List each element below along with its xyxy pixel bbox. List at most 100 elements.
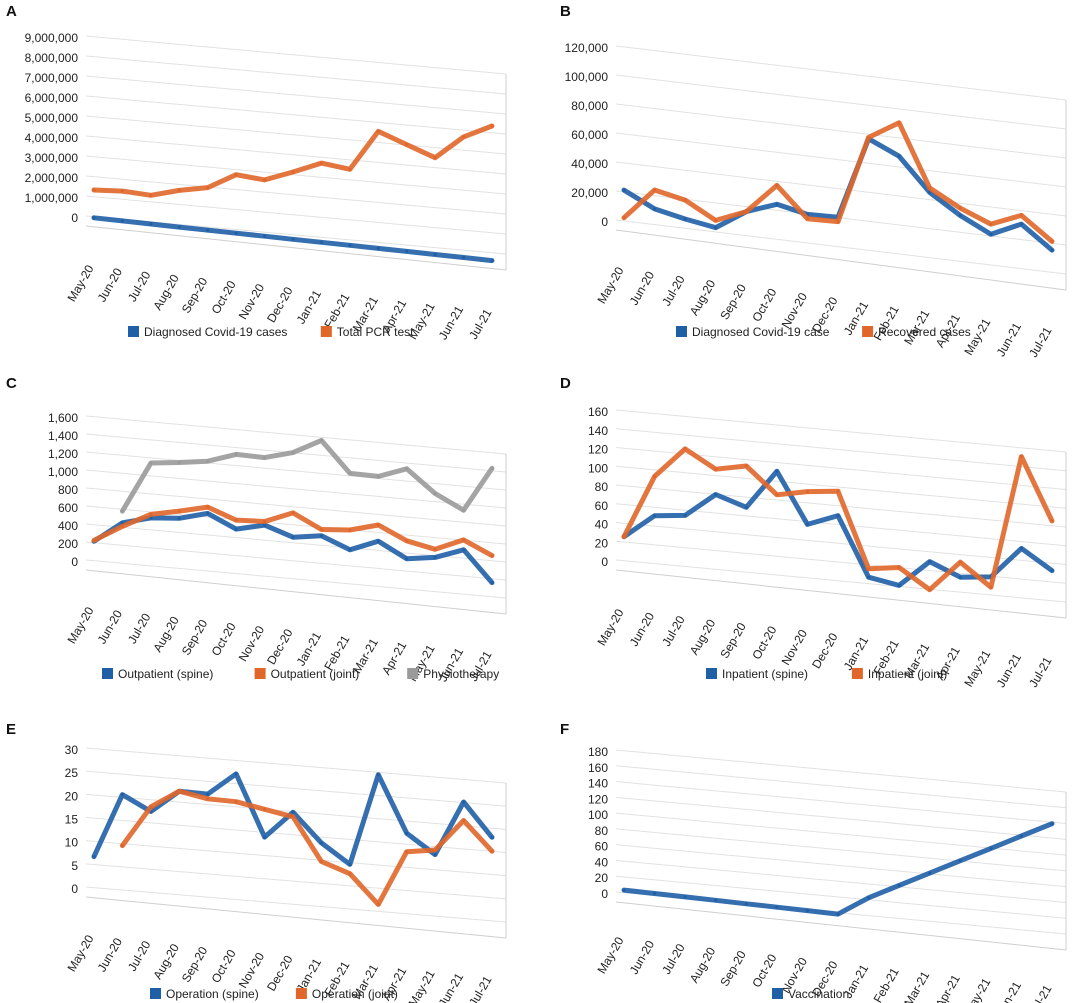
data-point bbox=[120, 793, 124, 797]
gridline bbox=[615, 409, 1067, 453]
data-point bbox=[263, 523, 267, 527]
y-tick-label: 140 bbox=[588, 777, 608, 791]
data-point bbox=[433, 547, 437, 551]
y-tick-label: 20,000 bbox=[571, 186, 608, 200]
x-tick-label: Jun-20 bbox=[95, 935, 126, 974]
y-tick-label: 9,000,000 bbox=[25, 31, 79, 45]
data-point bbox=[291, 815, 295, 819]
data-point bbox=[867, 575, 871, 579]
y-tick-label: 1,200 bbox=[48, 447, 78, 461]
x-axis-line bbox=[85, 896, 507, 939]
data-point bbox=[348, 243, 352, 247]
x-tick-label: Jun-21 bbox=[994, 320, 1025, 359]
data-point bbox=[1019, 222, 1024, 226]
legend-swatch bbox=[407, 668, 419, 679]
data-point bbox=[291, 170, 295, 174]
gridline bbox=[85, 415, 507, 455]
legend-swatch bbox=[676, 326, 687, 337]
data-point bbox=[462, 548, 466, 552]
data-point bbox=[206, 505, 210, 509]
data-point bbox=[177, 225, 181, 229]
data-point bbox=[1019, 213, 1024, 217]
gridline bbox=[615, 559, 1067, 603]
data-point bbox=[744, 902, 748, 906]
x-tick-label: Jun-21 bbox=[436, 970, 467, 1003]
y-tick-label: 120 bbox=[588, 792, 608, 806]
legend-label: Inpatient (spine) bbox=[722, 667, 808, 681]
y-tick-label: 40 bbox=[595, 518, 609, 532]
y-tick-label: 6,000,000 bbox=[25, 91, 79, 105]
data-point bbox=[490, 466, 494, 470]
x-tick-label: May-20 bbox=[64, 604, 96, 646]
x-tick-label: Jul-21 bbox=[1026, 982, 1055, 1003]
x-tick-label: Jan-21 bbox=[294, 287, 325, 326]
data-point bbox=[1050, 239, 1054, 243]
data-point bbox=[928, 871, 932, 875]
x-tick-label: Sep-20 bbox=[717, 948, 749, 989]
x-tick-label: Nov-20 bbox=[779, 627, 811, 668]
y-tick-label: 20 bbox=[65, 789, 79, 803]
x-axis-line bbox=[85, 569, 507, 615]
x-tick-label: Aug-20 bbox=[687, 277, 719, 318]
data-point bbox=[348, 471, 352, 475]
data-point bbox=[958, 206, 962, 210]
data-point bbox=[433, 555, 437, 560]
legend-swatch bbox=[102, 668, 113, 679]
data-point bbox=[234, 772, 238, 776]
data-point bbox=[897, 121, 901, 125]
y-tick-label: 40 bbox=[595, 855, 609, 869]
data-point bbox=[149, 222, 153, 226]
x-tick-label: Jun-20 bbox=[627, 610, 658, 649]
legend-swatch bbox=[851, 668, 863, 679]
series-line-1 bbox=[621, 821, 1055, 917]
gridline bbox=[85, 175, 507, 215]
gridline bbox=[615, 219, 1067, 275]
data-point bbox=[897, 154, 901, 158]
legend-swatch bbox=[150, 988, 161, 999]
data-point bbox=[291, 451, 295, 455]
x-tick-label: Sep-20 bbox=[179, 617, 211, 658]
y-tick-label: 5,000,000 bbox=[25, 111, 79, 125]
gridline bbox=[615, 132, 1067, 188]
y-tick-label: 120 bbox=[588, 443, 608, 457]
data-point bbox=[348, 528, 352, 532]
gridline bbox=[615, 74, 1067, 130]
x-axis-line bbox=[615, 569, 1067, 619]
y-tick-label: 0 bbox=[601, 887, 608, 901]
x-tick-label: Jul-20 bbox=[659, 273, 688, 309]
data-point bbox=[319, 438, 323, 442]
data-point bbox=[319, 161, 323, 165]
x-tick-label: Jul-21 bbox=[1026, 324, 1055, 360]
data-point bbox=[653, 188, 657, 192]
data-point bbox=[714, 492, 718, 497]
gridline bbox=[85, 541, 507, 581]
y-tick-label: 600 bbox=[58, 501, 78, 515]
data-point bbox=[149, 193, 153, 197]
data-point bbox=[405, 467, 409, 471]
data-point bbox=[433, 156, 437, 160]
legend-label: Outpatient (joint) bbox=[271, 667, 360, 681]
data-point bbox=[149, 512, 153, 516]
data-point bbox=[120, 509, 124, 513]
x-tick-label: Jun-20 bbox=[627, 269, 658, 308]
y-tick-label: 20 bbox=[595, 871, 609, 885]
gridline bbox=[615, 781, 1067, 825]
y-tick-label: 80 bbox=[595, 824, 609, 838]
series-line-1 bbox=[621, 136, 1055, 253]
y-tick-label: 1,000 bbox=[48, 465, 78, 479]
data-point bbox=[405, 539, 409, 543]
y-tick-label: 60 bbox=[595, 499, 609, 513]
data-point bbox=[348, 167, 352, 171]
data-point bbox=[867, 567, 871, 571]
y-tick-label: 8,000,000 bbox=[25, 51, 79, 65]
y-tick-label: 120,000 bbox=[565, 41, 609, 55]
y-tick-label: 3,000,000 bbox=[25, 151, 79, 165]
data-point bbox=[653, 207, 657, 211]
x-axis-line bbox=[85, 225, 507, 271]
x-tick-label: Jul-20 bbox=[125, 938, 154, 974]
data-point bbox=[92, 216, 96, 220]
x-tick-label: Aug-20 bbox=[150, 272, 182, 313]
data-point bbox=[206, 186, 210, 190]
data-point bbox=[149, 461, 153, 465]
data-point bbox=[744, 464, 748, 468]
